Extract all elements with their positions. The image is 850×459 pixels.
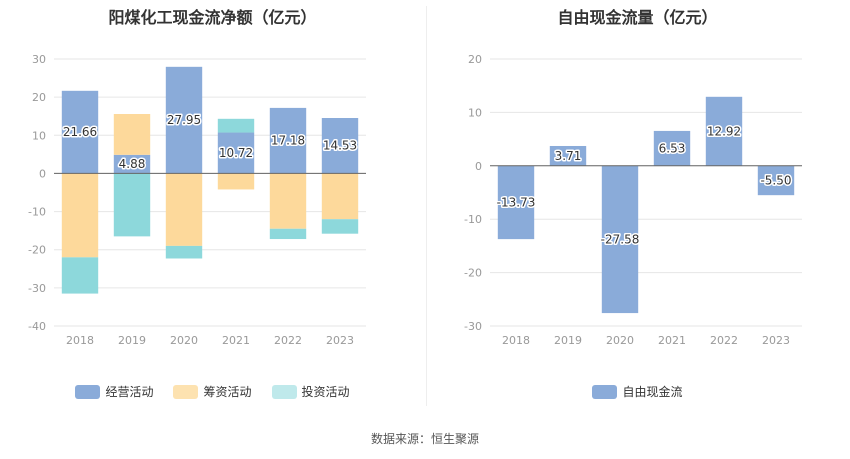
y-tick-label: 20 [32,91,46,104]
data-label: 6.53 [659,141,686,155]
x-tick-label: 2018 [66,334,94,347]
data-label: 3.71 [555,149,582,163]
x-tick-label: 2019 [118,334,146,347]
chart-cashflow-svg: 30 20 10 0 -10 -20 -30 -40 2018 2019 2020 2021 2022 2… [28,53,366,347]
legend-swatch-operating [75,384,101,399]
bar [653,130,691,166]
chart-panel-free-cashflow: 自由现金流量（亿元） 20 10 0 -10 -20 -30 2018 2019 2020 202… [425,0,850,415]
legend-label-investing: 投资活动 [301,385,350,399]
data-label: 27.95 [167,113,201,127]
chart-title-cashflow: 阳煤化工现金流净额（亿元） [108,8,317,27]
bar [601,165,639,314]
y-tick-label: -10 [28,206,46,219]
x-tick-label: 2021 [658,334,686,347]
bar [705,96,743,166]
legend-item-free-cf[interactable]: 自由现金流 [592,383,683,400]
y-tick-label: 0 [475,160,482,173]
bar [217,132,255,174]
legend-label-free-cf: 自由现金流 [622,385,683,399]
y-tick-label: 10 [468,106,482,119]
legend-swatch-investing [271,384,297,399]
bar [165,245,203,259]
bar [497,165,535,240]
bar [757,165,795,196]
y-tick-label: 30 [32,53,46,66]
chart-title-free-cashflow: 自由现金流量（亿元） [557,8,718,27]
data-label: -27.58 [601,232,640,246]
legend-item-operating[interactable]: 经营活动 [75,383,153,400]
bar [217,118,255,133]
x-tick-label: 2020 [606,334,634,347]
bar [165,173,203,246]
bar [61,90,99,174]
legend-swatch-financing [173,384,199,399]
x-tick-label: 2023 [762,334,790,347]
x-tick-label: 2019 [554,334,582,347]
data-label: -5.50 [760,173,791,187]
chart-free-cashflow-svg: 20 10 0 -10 -20 -30 2018 2019 2020 2021 2022 2023 -1… [464,53,802,347]
data-label: 14.53 [323,139,357,153]
x-tick-label: 2022 [710,334,738,347]
y-tick-label: -10 [464,213,482,226]
bar [269,228,307,240]
data-label: 21.66 [63,125,97,139]
x-tick-label: 2022 [274,334,302,347]
legend-free-cashflow: 自由现金流 [425,383,850,400]
legend-label-operating: 经营活动 [105,385,154,399]
bar [165,66,203,174]
bar [113,173,151,237]
bar [269,173,307,229]
legend-item-investing[interactable]: 投资活动 [271,383,350,400]
y-tick-label: -20 [464,267,482,280]
y-tick-label: 10 [32,129,46,142]
bar [217,173,255,190]
legend-swatch-free-cf [592,384,618,399]
legend-item-financing[interactable]: 筹资活动 [173,383,252,400]
x-tick-label: 2023 [326,334,354,347]
data-source-note: 数据来源：恒生聚源 [370,432,479,446]
bar [61,257,99,294]
y-tick-label: -30 [464,320,482,333]
data-label: 4.88 [119,157,146,171]
bar [269,107,307,174]
y-tick-label: -20 [28,244,46,257]
bar [321,118,359,174]
bar [113,114,151,155]
legend-label-financing: 筹资活动 [203,385,252,399]
bar [61,173,99,258]
data-label: -13.73 [497,195,536,209]
y-tick-label: 20 [468,53,482,66]
x-tick-label: 2020 [170,334,198,347]
y-tick-label: 0 [39,167,46,180]
legend-cashflow: 经营活动 筹资活动 投资活动 [0,383,425,400]
chart-panel-cashflow: 阳煤化工现金流净额（亿元） 30 20 10 0 -10 -20 -30 -40 2018 201… [0,0,425,415]
y-tick-label: -40 [28,320,46,333]
y-tick-label: -30 [28,282,46,295]
bar [321,173,359,220]
bar [113,154,151,174]
bar [549,145,587,166]
x-tick-label: 2018 [502,334,530,347]
x-tick-label: 2021 [222,334,250,347]
bar [321,219,359,234]
data-label: 10.72 [219,146,253,160]
data-label: 17.18 [271,134,305,148]
panel-divider [426,6,427,406]
data-label: 12.92 [707,124,741,138]
